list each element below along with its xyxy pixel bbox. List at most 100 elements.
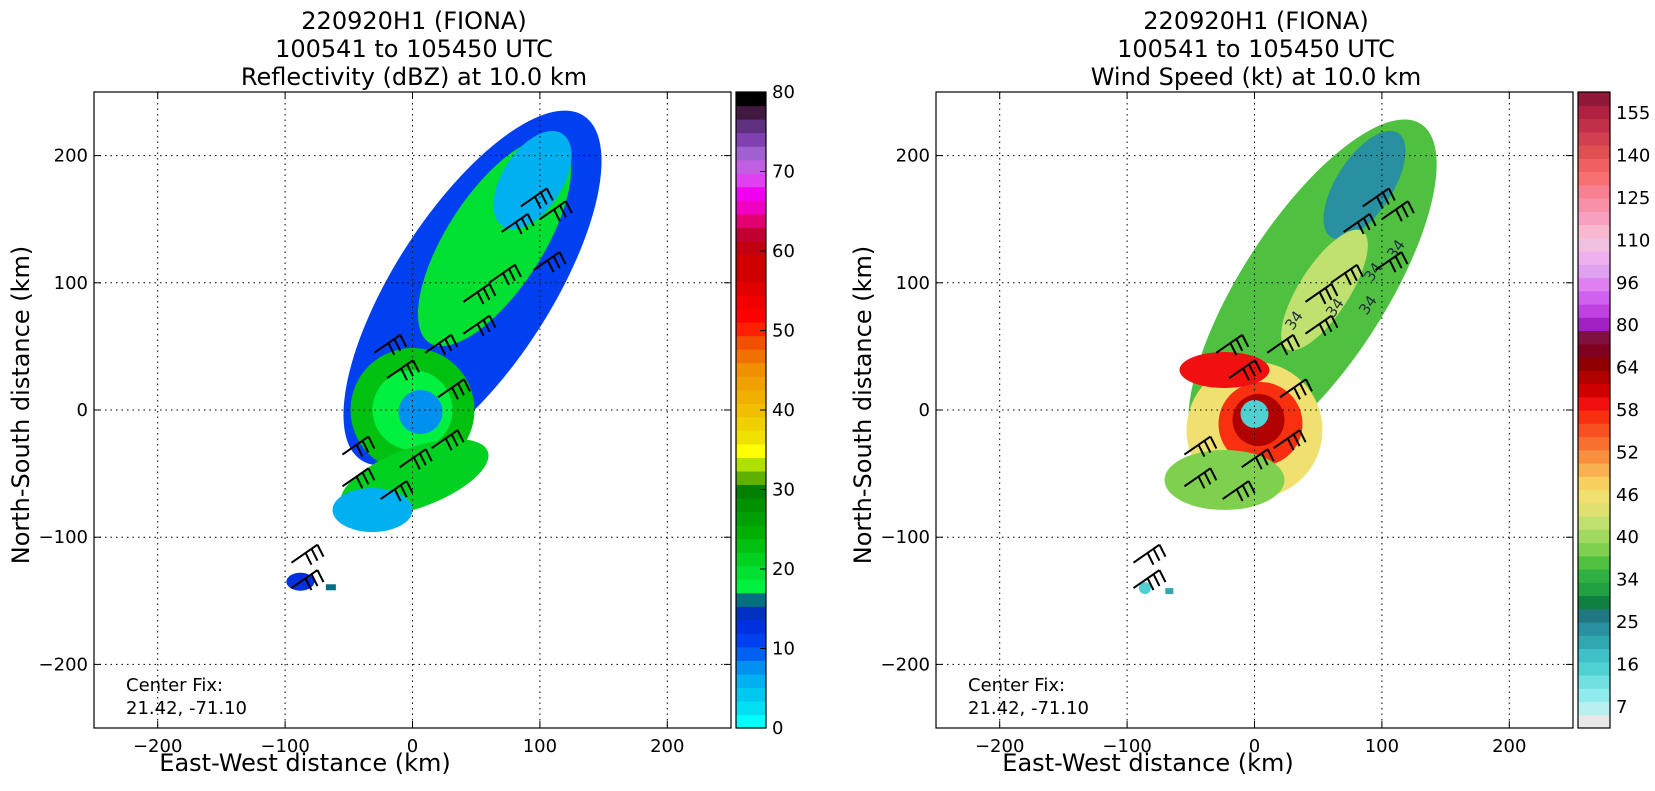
reflectivity-colorbar-swatch — [736, 714, 766, 729]
reflectivity-colorbar-swatch — [736, 254, 766, 269]
wind-colorbar-swatch — [1578, 688, 1610, 703]
reflectivity-colorbar-swatch — [736, 376, 766, 391]
wind-wind-barb — [1374, 251, 1409, 273]
wind-colorbar: 7 16 25 34 40 46 52 58 64 80 96 110 125 140 155 — [1577, 91, 1650, 729]
wind-outlier-echo-small — [1165, 588, 1174, 595]
reflectivity-colorbar-tick-label: 80 — [772, 82, 795, 103]
reflectivity-colorbar-swatch — [736, 308, 766, 323]
wind-y-axis-label: North-South distance (km) — [849, 246, 877, 565]
wind-colorbar-swatch — [1578, 396, 1610, 411]
wind-speed-panel: 220920H1 (FIONA) 100541 to 105450 UTC Wi… — [849, 7, 1650, 777]
wind-wind-barb — [1222, 480, 1256, 502]
reflectivity-colorbar-tick-label: 60 — [772, 241, 795, 262]
reflectivity-x-tick-label: 200 — [650, 736, 684, 757]
reflectivity-colorbar-swatch — [736, 470, 766, 486]
reflectivity-colorbar-swatch — [736, 240, 766, 255]
wind-x-tick-label: 0 — [1249, 736, 1260, 757]
wind-colorbar-swatch — [1578, 145, 1610, 159]
reflectivity-colorbar-swatch — [736, 511, 766, 526]
reflectivity-colorbar-swatch — [736, 552, 766, 567]
reflectivity-colorbar-swatch — [736, 362, 766, 377]
wind-colorbar-tick-label: 58 — [1616, 400, 1639, 421]
reflectivity-colorbar-swatch — [736, 497, 766, 513]
wind-wind-barb — [1279, 378, 1313, 400]
wind-colorbar-swatch — [1578, 489, 1610, 504]
wind-colorbar-swatch — [1578, 463, 1610, 477]
reflectivity-wind-barb — [424, 333, 459, 356]
wind-grid — [936, 92, 1573, 728]
wind-colorbar-swatch — [1578, 555, 1610, 570]
wind-colorbar-swatch — [1578, 131, 1610, 146]
reflectivity-title-line-1: 220920H1 (FIONA) — [301, 7, 526, 35]
reflectivity-y-tick-label: −100 — [39, 527, 88, 548]
reflectivity-wind-barb — [501, 213, 535, 235]
reflectivity-wind-barb — [386, 359, 420, 381]
wind-wind-barb — [1304, 283, 1339, 305]
wind-colorbar-tick-label: 96 — [1616, 273, 1639, 294]
reflectivity-wind-barb — [341, 435, 376, 457]
reflectivity-x-tick-label: 0 — [407, 736, 418, 757]
wind-x-tick-label: −100 — [1102, 736, 1151, 757]
wind-title-line-3: Wind Speed (kt) at 10.0 km — [1091, 63, 1422, 91]
reflectivity-colorbar-swatch — [736, 443, 766, 458]
wind-colorbar-swatch — [1578, 158, 1610, 173]
wind-colorbar-swatch — [1578, 622, 1610, 636]
wind-colorbar-swatch — [1578, 357, 1610, 371]
wind-colorbar-swatch — [1578, 343, 1610, 358]
wind-wind-barb — [1241, 448, 1275, 470]
reflectivity-colorbar-swatch — [736, 119, 766, 134]
wind-center-fix-label: Center Fix: — [968, 675, 1065, 696]
wind-colorbar-tick-label: 155 — [1616, 103, 1650, 124]
reflectivity-grid — [94, 92, 731, 728]
wind-colorbar-swatch — [1578, 648, 1610, 663]
wind-colorbar-swatch — [1578, 714, 1610, 729]
reflectivity-colorbar-swatch — [736, 430, 766, 445]
wind-y-tick-label: −200 — [881, 654, 930, 675]
reflectivity-colorbar-swatch — [736, 173, 766, 188]
reflectivity-y-axis-label: North-South distance (km) — [7, 246, 35, 565]
wind-band-tip — [1323, 130, 1406, 240]
wind-colorbar-swatch — [1578, 370, 1610, 385]
reflectivity-panel: 220920H1 (FIONA) 100541 to 105450 UTC Re… — [7, 7, 795, 777]
reflectivity-wind-barb — [462, 283, 497, 305]
wind-colorbar-tick-label: 25 — [1616, 612, 1639, 633]
wind-colorbar-frame — [1577, 91, 1611, 729]
wind-x-tick-label: 100 — [1365, 736, 1399, 757]
wind-wind-barb — [1266, 333, 1301, 356]
wind-colorbar-swatch — [1578, 582, 1610, 597]
wind-colorbar-swatch — [1578, 277, 1610, 292]
wind-wind-barb — [1183, 467, 1218, 489]
wind-wind-barb — [1304, 314, 1339, 337]
wind-wind-barb — [1381, 200, 1415, 222]
reflectivity-y-tick-label: 200 — [54, 146, 88, 167]
wind-colorbar-swatch — [1578, 383, 1610, 398]
reflectivity-colorbar-tick-label: 50 — [772, 321, 795, 342]
wind-colorbar-tick-label: 40 — [1616, 527, 1639, 548]
reflectivity-outlier-echo-small — [325, 584, 336, 591]
reflectivity-colorbar-swatch — [736, 322, 766, 337]
wind-colorbar-swatch — [1578, 184, 1610, 199]
reflectivity-colorbar-swatch — [736, 200, 766, 215]
reflectivity-colorbar-swatch — [736, 673, 766, 689]
reflectivity-colorbar-swatch — [736, 186, 766, 201]
wind-colorbar-swatch — [1578, 105, 1610, 120]
reflectivity-colorbar-swatch — [736, 132, 766, 147]
reflectivity-x-tick-label: −200 — [133, 736, 182, 757]
wind-colorbar-swatch — [1578, 675, 1610, 689]
wind-colorbar-swatch — [1578, 118, 1610, 133]
reflectivity-colorbar-swatch — [736, 416, 766, 431]
reflectivity-colorbar-tick-label: 20 — [772, 559, 795, 580]
reflectivity-wind-barb — [399, 448, 433, 470]
wind-colorbar-swatch — [1578, 290, 1610, 305]
reflectivity-colorbar-swatch — [736, 592, 766, 607]
wind-colorbar-tick-label: 34 — [1616, 570, 1639, 591]
wind-wind-barb — [1228, 359, 1262, 381]
wind-outlier-echo — [1138, 582, 1151, 595]
reflectivity-colorbar-swatch — [736, 335, 766, 350]
reflectivity-colorbar-swatch — [736, 606, 766, 621]
reflectivity-wind-barb — [437, 378, 471, 400]
wind-wind-barb — [1273, 429, 1307, 451]
wind-colorbar-tick-label: 80 — [1616, 315, 1639, 336]
reflectivity-colorbar-swatch — [736, 294, 766, 310]
